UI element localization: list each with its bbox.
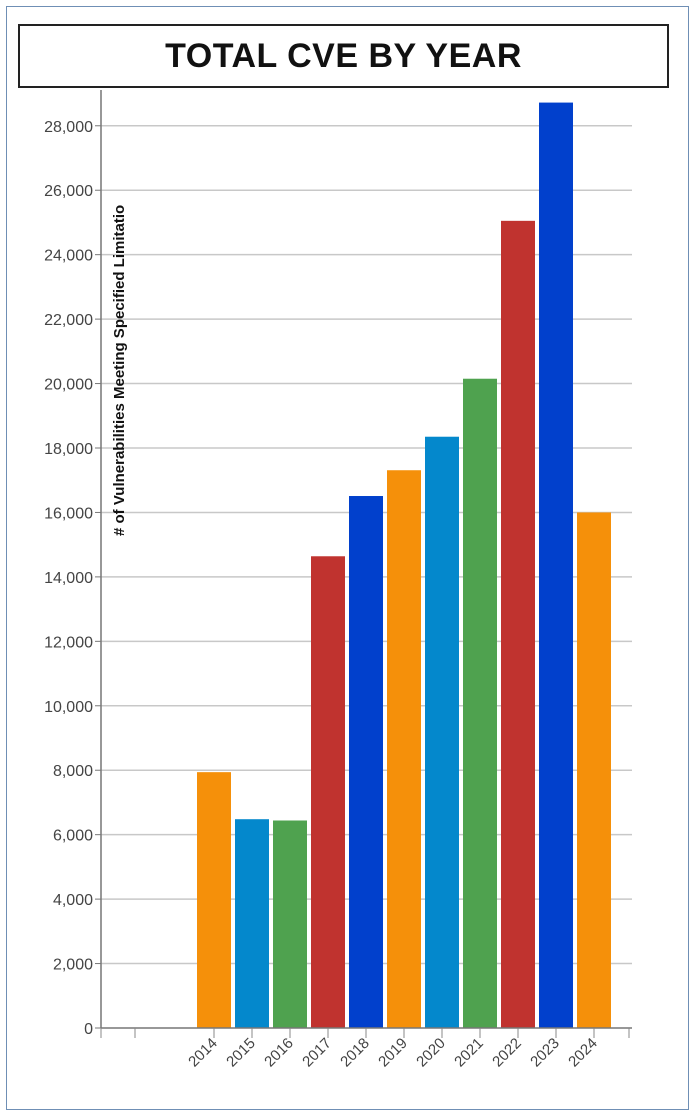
x-tick-label: 2015 <box>223 1035 259 1071</box>
y-tick-label: 0 <box>84 1021 93 1038</box>
y-tick-label: 10,000 <box>44 699 93 716</box>
bar-2024 <box>577 512 611 1028</box>
bar-2015 <box>235 819 269 1028</box>
y-tick-label: 26,000 <box>44 183 93 200</box>
bar-2021 <box>463 378 497 1028</box>
y-tick-label: 18,000 <box>44 441 93 458</box>
y-tick-label: 4,000 <box>53 892 93 909</box>
bar-2023 <box>539 102 573 1029</box>
chart-title: TOTAL CVE BY YEAR <box>165 36 522 75</box>
y-axis-ticks: 0 2,000 4,000 6,000 8,000 10,000 12,000 14,000 1… <box>44 119 101 1038</box>
bar-2019 <box>387 470 421 1028</box>
x-tick-label: 2016 <box>261 1035 297 1071</box>
x-tick-label: 2018 <box>337 1035 373 1071</box>
bar-2014 <box>197 772 231 1028</box>
bar-2017 <box>311 556 345 1028</box>
y-tick-label: 20,000 <box>44 377 93 394</box>
y-axis-label: # of Vulnerabilities Meeting Specified L… <box>111 205 128 536</box>
bars <box>197 102 611 1029</box>
y-tick-label: 2,000 <box>53 957 93 974</box>
bar-2018 <box>349 496 383 1028</box>
chart-frame <box>6 6 689 1110</box>
y-tick-label: 12,000 <box>44 634 93 651</box>
x-tick-label: 2024 <box>565 1035 601 1071</box>
chart-title-box: TOTAL CVE BY YEAR <box>18 24 669 88</box>
y-tick-label: 6,000 <box>53 828 93 845</box>
y-tick-label: 16,000 <box>44 505 93 522</box>
y-tick-label: 28,000 <box>44 119 93 136</box>
x-tick-label: 2022 <box>489 1035 525 1071</box>
y-tick-label: 14,000 <box>44 570 93 587</box>
bar-2022 <box>501 220 535 1029</box>
x-tick-label: 2019 <box>375 1035 411 1071</box>
x-tick-label: 2020 <box>413 1035 449 1071</box>
x-tick-label: 2023 <box>527 1035 563 1071</box>
bar-2020 <box>425 436 459 1028</box>
y-tick-label: 8,000 <box>53 763 93 780</box>
x-axis-ticks: 2014 2015 2016 2017 2018 2019 2020 2021 2022 2023… <box>100 1028 630 1071</box>
y-tick-label: 24,000 <box>44 248 93 265</box>
bar-2016 <box>273 820 307 1028</box>
x-tick-label: 2021 <box>451 1035 487 1071</box>
y-tick-label: 22,000 <box>44 312 93 329</box>
x-tick-label: 2017 <box>299 1035 335 1071</box>
x-tick-label: 2014 <box>185 1035 221 1071</box>
